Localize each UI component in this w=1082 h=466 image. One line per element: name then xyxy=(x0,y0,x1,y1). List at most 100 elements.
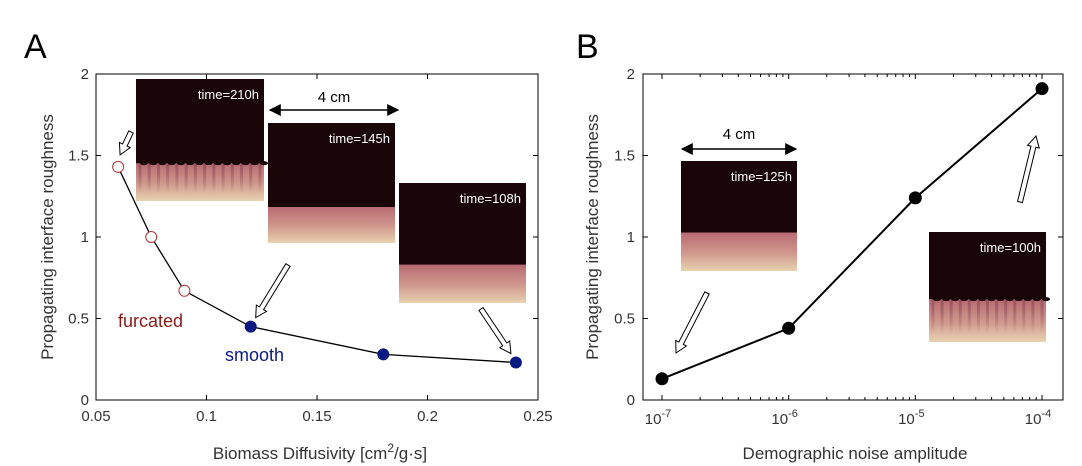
panel-a-inset-1-front-bump xyxy=(223,161,232,166)
panel-a-inset-1-front-bump xyxy=(149,161,158,166)
panel-b: B 10-7 10-6 10-5 10-400.511.52 Propagating … xyxy=(576,28,1064,463)
panel-b-inset-2-streak xyxy=(1022,299,1026,334)
panel-b-point xyxy=(1035,82,1049,96)
panel-a-inset-1-streak xyxy=(184,163,188,194)
panel-b-arrow-1 xyxy=(675,291,710,354)
panel-b-plot xyxy=(655,82,1049,386)
panel-a-inset-3-time-label: time=108h xyxy=(460,191,521,206)
panel-a-inset-1-front-bump xyxy=(260,161,268,166)
panel-a-inset-1-streak xyxy=(147,163,151,194)
panel-b-inset-1: time=125h xyxy=(681,161,797,271)
panel-a-inset-1-streak xyxy=(240,163,244,194)
panel-a-inset-1-front-bump xyxy=(140,161,148,166)
panel-b-x-tick-label: 10-7 xyxy=(645,408,671,428)
panel-b-inset-2-front-bump xyxy=(996,297,1005,302)
furcated-label: furcated xyxy=(118,311,183,331)
panel-a-point-furcated xyxy=(145,231,158,243)
panel-b-arrow-2 xyxy=(1016,134,1040,204)
panel-b-insets: time=125h time=100h xyxy=(681,161,1050,342)
panel-b-x-tick-base: 10 xyxy=(1025,411,1042,428)
panel-b-x-tick-exp: -4 xyxy=(1041,408,1051,420)
panel-b-inset-1-colony xyxy=(681,232,797,271)
panel-b-inset-1-time-label: time=125h xyxy=(731,169,792,184)
panel-b-point xyxy=(655,372,669,386)
panel-b-y-tick-label: 2 xyxy=(627,66,635,83)
panel-a-point-furcated xyxy=(178,284,191,297)
panel-a-inset-1-streak xyxy=(156,163,160,194)
panel-b-y-tick-label: 0 xyxy=(627,392,635,409)
panel-a-inset-2-time-label: time=145h xyxy=(329,131,390,146)
panel-b-y-tick-label: 0.5 xyxy=(614,311,635,328)
panel-b-inset-2-streak xyxy=(931,299,935,334)
panel-b-x-tick-exp: -6 xyxy=(788,408,798,420)
panel-b-ylabel: Propagating interface roughness xyxy=(583,114,602,360)
panel-a-xlabel-base: Biomass Diffusivity [cm xyxy=(213,444,387,463)
panel-a-inset-1-front-bump xyxy=(213,161,222,166)
panel-b-inset-2-front-bump xyxy=(987,297,996,302)
panel-b-inset-2-front-bump xyxy=(978,297,987,302)
panel-a-inset-1-streak xyxy=(175,163,179,194)
panel-a-arrow-3 xyxy=(478,306,512,355)
panel-b-inset-2-streak xyxy=(986,299,989,334)
panel-b-ticks: 10-7 10-6 10-5 10-400.511.52 xyxy=(614,66,1063,428)
panel-b-point xyxy=(908,191,922,205)
panel-b-y-tick-label: 1.5 xyxy=(614,148,635,165)
panel-a-inset-1-colony xyxy=(136,163,264,201)
panel-b-inset-2-front-bump xyxy=(1023,297,1032,302)
panel-a-inset-2-colony xyxy=(268,207,395,243)
panel-a: A 0.05 0.1 0.15 0.2 0.25 0 0.5 1 1.5 2 Propagatin… xyxy=(24,28,553,463)
panel-b-inset-2-streak xyxy=(976,299,980,334)
panel-a-inset-1-front-bump xyxy=(241,161,250,166)
panel-b-inset-2-streak xyxy=(958,299,962,334)
panel-a-inset-1-front-bump xyxy=(204,161,213,166)
panel-a-inset-2: time=145h xyxy=(268,123,395,243)
panel-b-inset-2-streak xyxy=(940,299,944,334)
panel-a-inset-1-streak xyxy=(258,163,262,194)
panel-a-point-furcated xyxy=(112,160,125,173)
panel-a-ylabel: Propagating interface roughness xyxy=(38,114,57,360)
panel-a-inset-1-front-bump xyxy=(176,161,185,166)
panel-a-inset-1-streak xyxy=(212,163,216,194)
panel-a-inset-1-front-bump xyxy=(186,161,195,166)
panel-a-inset-1-front-bump xyxy=(195,161,204,166)
panel-a-scale-label: 4 cm xyxy=(318,89,351,106)
panel-b-inset-2-streak xyxy=(1013,299,1017,334)
panel-a-inset-1-streak xyxy=(203,163,207,194)
panel-b-curve xyxy=(661,87,1043,380)
panel-a-inset-1-streak xyxy=(249,163,253,194)
panel-b-x-tick-base: 10 xyxy=(898,411,915,428)
panel-a-x-tick-label: 0.25 xyxy=(523,408,552,425)
panel-a-inset-1-time-label: time=210h xyxy=(198,87,259,102)
panel-a-arrow-2 xyxy=(255,263,291,319)
smooth-label: smooth xyxy=(225,345,284,365)
panel-b-x-tick-base: 10 xyxy=(771,411,788,428)
panel-b-inset-2-front-bump xyxy=(960,297,969,302)
panel-a-xlabel: Biomass Diffusivity [cm2/g·s] xyxy=(213,441,427,463)
panel-a-inset-1-streak xyxy=(230,163,234,194)
panel-a-inset-1-front-bump xyxy=(158,161,167,166)
panel-a-inset-1-streak xyxy=(166,163,170,194)
panel-a-inset-1-front-bump xyxy=(232,161,241,166)
panel-b-inset-2-streak xyxy=(1004,299,1008,334)
panel-b-inset-2-streak xyxy=(995,299,999,334)
panel-b-x-tick-label: 10-5 xyxy=(898,408,924,428)
panel-a-xlabel-sup: 2 xyxy=(387,441,394,455)
panel-b-x-tick-label: 10-6 xyxy=(771,408,797,428)
panel-b-xlabel: Demographic noise amplitude xyxy=(743,444,968,463)
panel-b-inset-2-front-bump xyxy=(942,297,951,302)
panel-b-inset-2-streak xyxy=(1040,299,1044,334)
panel-a-y-tick-label: 0 xyxy=(81,392,89,409)
panel-b-inset-2-front-bump xyxy=(969,297,978,302)
panel-a-point-smooth xyxy=(509,356,522,369)
panel-b-y-tick-label: 1 xyxy=(627,229,635,246)
panel-a-inset-1-streak xyxy=(221,163,225,194)
panel-b-inset-2-streak xyxy=(967,299,971,334)
panel-a-inset-1-front-bump xyxy=(250,161,259,166)
panel-a-point-smooth xyxy=(377,348,390,361)
panel-a-inset-1: time=210h xyxy=(136,79,268,201)
panel-a-y-tick-label: 0.5 xyxy=(68,311,89,328)
panel-a-inset-3-colony xyxy=(399,264,526,303)
panel-a-x-tick-label: 0.05 xyxy=(81,408,110,425)
panel-b-inset-2-front-bump xyxy=(1032,297,1041,302)
